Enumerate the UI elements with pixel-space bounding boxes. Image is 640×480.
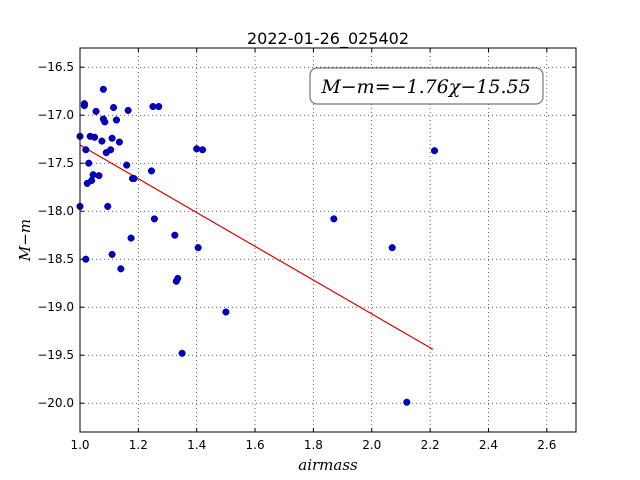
y-tick-label: −19.0 — [37, 300, 74, 314]
data-point — [193, 145, 201, 153]
data-point — [115, 138, 123, 146]
axis-ticks: 1.0 1.2 1.4 1.6 1.8 2.0 2.2 2.4 2.6 −16.5 −17.0 −17… — [37, 48, 576, 452]
data-point — [110, 103, 118, 112]
x-tick-label: 2.0 — [362, 438, 381, 452]
fit-line-layer — [79, 144, 434, 350]
data-point — [130, 175, 138, 183]
data-point — [89, 171, 97, 179]
data-point — [98, 137, 106, 145]
data-point — [174, 274, 182, 282]
data-point — [147, 167, 156, 175]
x-tick-label: 1.0 — [70, 438, 89, 452]
data-point — [107, 146, 115, 154]
data-point — [108, 250, 116, 258]
data-point — [430, 147, 439, 155]
y-tick-label: −19.5 — [37, 348, 74, 362]
data-point — [155, 103, 163, 111]
x-axis-label: airmass — [298, 456, 358, 474]
y-tick-label: −17.5 — [37, 156, 74, 170]
data-point — [108, 134, 116, 142]
data-point — [95, 172, 103, 180]
data-point — [101, 118, 109, 126]
x-tick-label: 1.4 — [187, 438, 206, 452]
gridlines — [79, 48, 576, 432]
data-point — [117, 265, 125, 273]
fit-line — [79, 144, 434, 350]
x-tick-label: 1.2 — [129, 438, 148, 452]
data-point — [127, 234, 135, 242]
data-point — [92, 107, 100, 115]
data-point — [123, 161, 131, 169]
data-point — [104, 202, 112, 210]
data-point — [171, 231, 179, 239]
data-point — [99, 85, 107, 93]
data-point — [80, 100, 88, 108]
x-tick-label: 1.8 — [304, 438, 323, 452]
x-tick-label: 2.2 — [421, 438, 440, 452]
data-point — [124, 106, 132, 114]
x-tick-label: 2.4 — [479, 438, 498, 452]
data-point — [222, 308, 230, 316]
data-point — [198, 146, 207, 154]
x-tick-label: 1.6 — [246, 438, 265, 452]
y-tick-label: −17.0 — [37, 108, 74, 122]
equation-box-frame — [309, 67, 544, 105]
data-point — [91, 133, 99, 141]
data-point — [150, 215, 158, 223]
y-tick-label: −16.5 — [37, 60, 74, 74]
data-point — [388, 244, 396, 252]
data-point — [178, 349, 186, 357]
data-point — [88, 176, 96, 185]
y-axis-label: M−m — [16, 219, 34, 262]
data-point — [112, 116, 121, 124]
y-tick-label: −18.0 — [37, 204, 74, 218]
y-tick-label: −18.5 — [37, 252, 74, 266]
data-point — [403, 398, 411, 406]
chart-title: 2022-01-26_025402 — [247, 29, 409, 49]
fit-equation: M−m=−1.76χ−15.55 — [320, 76, 530, 98]
equation-box: M−m=−1.76χ−15.55 — [309, 67, 544, 105]
x-tick-label: 2.6 — [537, 438, 556, 452]
data-point — [82, 146, 90, 154]
data-point — [330, 215, 338, 223]
plot-frame — [79, 47, 577, 433]
y-tick-label: −20.0 — [37, 396, 74, 410]
data-point — [85, 159, 93, 167]
data-point — [194, 244, 202, 252]
